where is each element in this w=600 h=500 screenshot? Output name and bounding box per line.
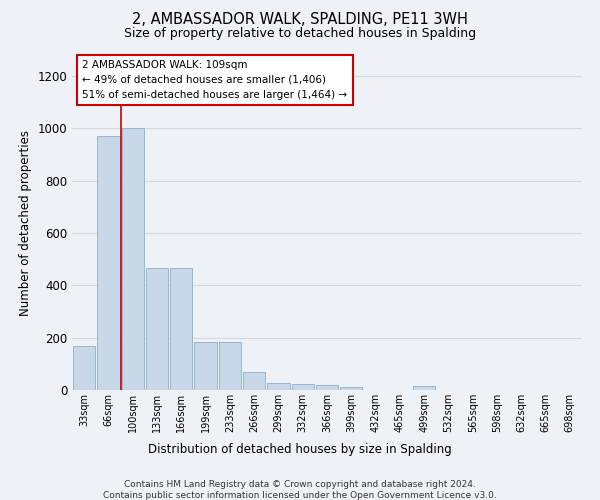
Y-axis label: Number of detached properties: Number of detached properties — [19, 130, 32, 316]
Bar — [243, 372, 265, 390]
Bar — [146, 268, 168, 390]
Bar — [194, 342, 217, 390]
Text: 2 AMBASSADOR WALK: 109sqm
← 49% of detached houses are smaller (1,406)
51% of se: 2 AMBASSADOR WALK: 109sqm ← 49% of detac… — [82, 60, 347, 100]
Bar — [73, 346, 95, 390]
Text: 2, AMBASSADOR WALK, SPALDING, PE11 3WH: 2, AMBASSADOR WALK, SPALDING, PE11 3WH — [132, 12, 468, 28]
Text: Contains HM Land Registry data © Crown copyright and database right 2024.: Contains HM Land Registry data © Crown c… — [124, 480, 476, 489]
Bar — [413, 386, 436, 390]
Text: Size of property relative to detached houses in Spalding: Size of property relative to detached ho… — [124, 28, 476, 40]
Bar — [292, 384, 314, 390]
Text: Distribution of detached houses by size in Spalding: Distribution of detached houses by size … — [148, 442, 452, 456]
Bar — [267, 382, 290, 390]
Bar — [97, 136, 119, 390]
Bar — [340, 387, 362, 390]
Text: Contains public sector information licensed under the Open Government Licence v3: Contains public sector information licen… — [103, 491, 497, 500]
Bar — [218, 342, 241, 390]
Bar — [170, 268, 193, 390]
Bar — [316, 385, 338, 390]
Bar — [122, 128, 144, 390]
